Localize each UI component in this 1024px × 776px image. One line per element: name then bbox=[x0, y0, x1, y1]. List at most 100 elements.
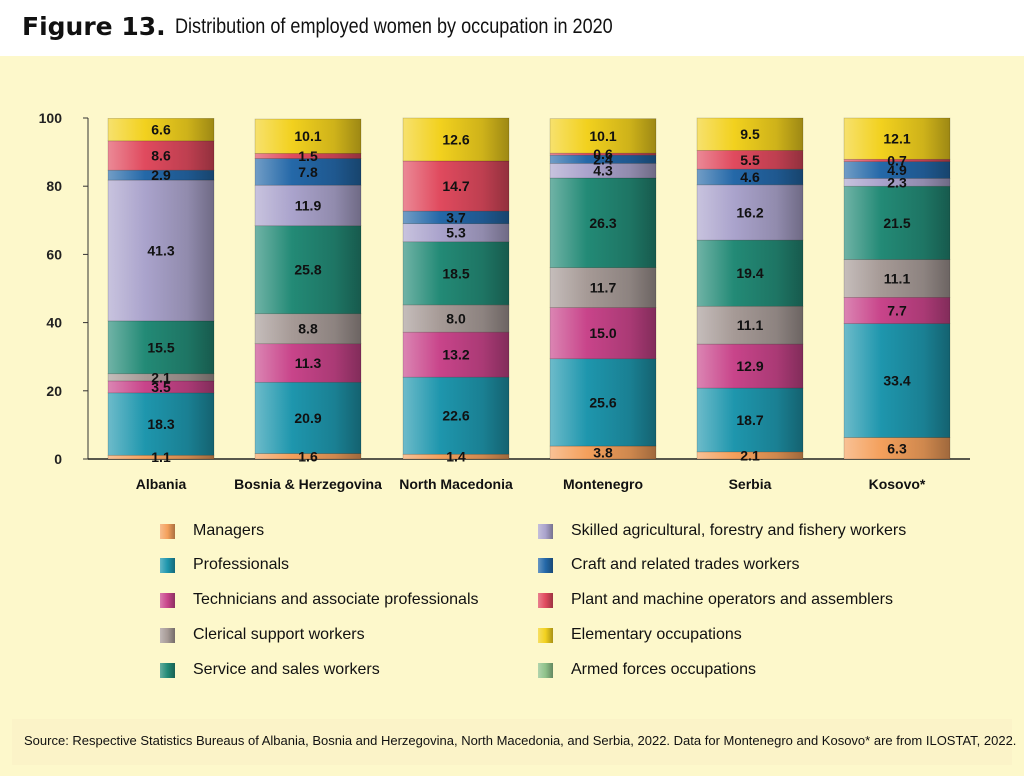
data-label: 2.9 bbox=[151, 167, 171, 183]
figure-header: Figure 13. Distribution of employed wome… bbox=[0, 0, 1024, 56]
data-label: 3.8 bbox=[593, 445, 613, 461]
x-tick-label: Albania bbox=[136, 476, 187, 492]
data-label: 8.8 bbox=[298, 321, 318, 337]
data-label: 11.1 bbox=[884, 270, 911, 286]
y-tick-label: 80 bbox=[46, 178, 62, 194]
legend-label: Elementary occupations bbox=[571, 626, 742, 643]
legend-swatch bbox=[160, 627, 175, 643]
data-label: 41.3 bbox=[147, 242, 174, 258]
data-label: 2.3 bbox=[887, 174, 907, 190]
legend-label: Technicians and associate professionals bbox=[193, 591, 479, 608]
bar-segment bbox=[843, 323, 951, 438]
bar-segment bbox=[696, 305, 804, 345]
bar-segment bbox=[696, 117, 804, 151]
data-label: 4.6 bbox=[740, 169, 760, 185]
bar-segment bbox=[696, 239, 804, 307]
data-label: 1.1 bbox=[151, 449, 171, 465]
data-label: 5.3 bbox=[446, 225, 466, 241]
data-label: 11.7 bbox=[590, 280, 617, 296]
data-label: 7.7 bbox=[887, 302, 907, 318]
legend-item: Managers bbox=[160, 521, 264, 541]
legend-swatch bbox=[538, 662, 553, 678]
y-tick-label: 0 bbox=[54, 451, 62, 467]
chart-data-labels: 1.118.33.52.115.541.32.98.66.61.620.911.… bbox=[147, 122, 910, 466]
source-note: Source: Respective Statistics Bureaus of… bbox=[12, 719, 1016, 765]
data-label: 9.5 bbox=[740, 126, 760, 142]
data-label: 0.6 bbox=[593, 146, 613, 162]
legend-item: Technicians and associate professionals bbox=[160, 590, 479, 610]
legend-item: Service and sales workers bbox=[160, 660, 380, 680]
bar-segment bbox=[254, 184, 362, 227]
x-tick-label: North Macedonia bbox=[399, 476, 513, 492]
chart-panel: 0 20 40 60 80 100 Albania Bosnia & Herzegovina N… bbox=[0, 56, 1024, 776]
data-label: 22.6 bbox=[442, 408, 469, 424]
bar-segment bbox=[549, 118, 657, 154]
x-tick-label: Bosnia & Herzegovina bbox=[234, 476, 382, 492]
legend-swatch bbox=[538, 557, 553, 573]
bar-segment bbox=[549, 267, 657, 308]
data-label: 26.3 bbox=[589, 215, 616, 231]
bar-segment bbox=[549, 307, 657, 360]
data-label: 13.2 bbox=[442, 347, 469, 363]
bar-segment bbox=[107, 140, 215, 171]
data-label: 16.2 bbox=[736, 204, 763, 220]
source-text: Source: Respective Statistics Bureaus of… bbox=[24, 733, 1017, 748]
data-label: 8.6 bbox=[151, 148, 171, 164]
data-label: 10.1 bbox=[589, 128, 616, 144]
bar-segment bbox=[696, 343, 804, 389]
y-tick-label: 60 bbox=[46, 246, 62, 262]
legend-label: Service and sales workers bbox=[193, 661, 380, 678]
figure-title: Distribution of employed women by occupa… bbox=[175, 15, 613, 38]
legend-swatch bbox=[160, 557, 175, 573]
legend-swatch bbox=[538, 523, 553, 539]
legend-swatch bbox=[160, 662, 175, 678]
x-tick-label: Kosovo* bbox=[869, 476, 926, 492]
legend-item: Professionals bbox=[160, 555, 289, 575]
y-tick-label: 20 bbox=[46, 383, 62, 399]
bar-segment bbox=[843, 185, 951, 260]
data-label: 2.1 bbox=[151, 369, 171, 385]
legend-label: Clerical support workers bbox=[193, 626, 365, 643]
legend-swatch bbox=[538, 592, 553, 608]
bar-segment bbox=[107, 392, 215, 456]
bar-segment bbox=[549, 358, 657, 447]
data-label: 1.6 bbox=[298, 448, 318, 464]
chart-bars bbox=[107, 117, 951, 460]
bar-segment bbox=[254, 158, 362, 186]
legend-label: Plant and machine operators and assemble… bbox=[571, 591, 893, 608]
legend-label: Professionals bbox=[193, 556, 290, 573]
legend-label: Skilled agricultural, forestry and fishe… bbox=[571, 522, 907, 539]
legend-item: Armed forces occupations bbox=[538, 660, 756, 680]
data-label: 25.8 bbox=[294, 262, 321, 278]
bar-segment bbox=[107, 320, 215, 375]
bar-segment bbox=[402, 160, 510, 212]
y-tick-label: 40 bbox=[46, 315, 62, 331]
x-tick-label: Montenegro bbox=[563, 476, 643, 492]
data-label: 11.3 bbox=[295, 355, 322, 371]
legend-label: Armed forces occupations bbox=[571, 661, 756, 678]
data-label: 1.4 bbox=[446, 449, 466, 465]
data-label: 15.5 bbox=[147, 339, 174, 355]
data-label: 15.0 bbox=[589, 325, 616, 341]
bar-segment bbox=[254, 225, 362, 315]
data-label: 2.4 bbox=[593, 151, 613, 167]
data-label: 12.1 bbox=[883, 131, 910, 147]
bar-segment bbox=[696, 168, 804, 186]
bar-segment bbox=[107, 118, 215, 142]
legend-swatch bbox=[160, 523, 175, 539]
data-label: 21.5 bbox=[883, 215, 910, 231]
stacked-bar-chart: 0 20 40 60 80 100 Albania Bosnia & Herzegovina N… bbox=[39, 110, 970, 492]
data-label: 4.9 bbox=[887, 162, 907, 178]
bar-segment bbox=[107, 179, 215, 322]
data-label: 25.6 bbox=[589, 394, 616, 410]
bar-segment bbox=[843, 259, 951, 298]
data-label: 12.9 bbox=[736, 358, 763, 374]
data-label: 11.1 bbox=[737, 317, 764, 333]
bar-segment bbox=[843, 437, 951, 460]
data-label: 7.8 bbox=[298, 164, 318, 180]
data-label: 19.4 bbox=[736, 265, 763, 281]
legend-label: Craft and related trades workers bbox=[571, 556, 800, 573]
bar-segment bbox=[254, 343, 362, 383]
legend-item: Craft and related trades workers bbox=[538, 555, 800, 575]
bar-segment bbox=[402, 331, 510, 378]
